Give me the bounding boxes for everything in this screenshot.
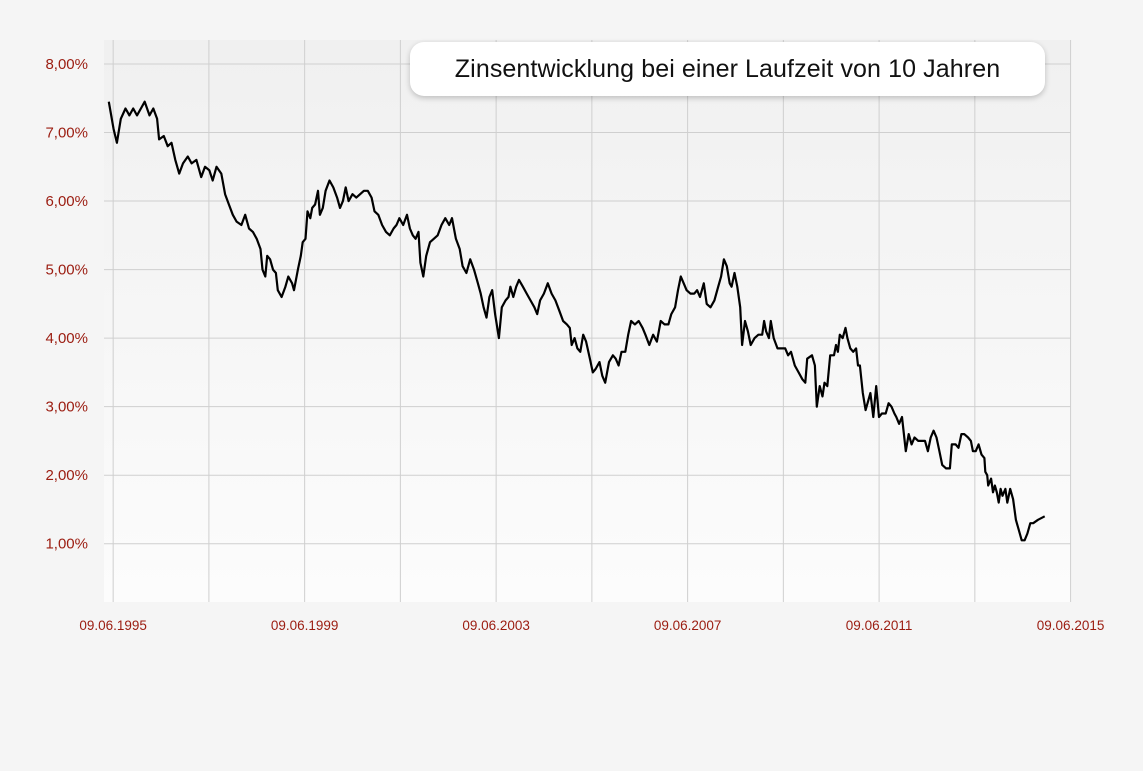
x-tick-label: 09.06.2007 — [654, 618, 722, 633]
plot-area — [104, 40, 1071, 602]
y-tick-label: 5,00% — [45, 262, 88, 279]
y-tick-label: 8,00% — [45, 56, 88, 73]
y-tick-label: 2,00% — [45, 467, 88, 484]
y-tick-label: 4,00% — [45, 330, 88, 347]
x-tick-label: 09.06.2011 — [846, 618, 913, 633]
chart-title: Zinsentwicklung bei einer Laufzeit von 1… — [454, 54, 1001, 83]
chart-title-box: Zinsentwicklung bei einer Laufzeit von 1… — [410, 42, 1045, 96]
x-tick-label: 09.06.1999 — [271, 618, 339, 633]
y-tick-label: 3,00% — [45, 399, 88, 416]
y-tick-label: 6,00% — [45, 193, 88, 210]
x-tick-label: 09.06.1995 — [79, 618, 147, 633]
y-tick-label: 7,00% — [45, 125, 88, 142]
axes: 1,00% 2,00% 3,00% 4,00% 5,00% 6,00% 7,00% 8,00%… — [45, 56, 1104, 633]
x-tick-label: 09.06.2015 — [1037, 618, 1105, 633]
series-line — [107, 100, 1046, 542]
y-tick-label: 1,00% — [45, 536, 88, 553]
x-tick-label: 09.06.2003 — [462, 618, 530, 633]
